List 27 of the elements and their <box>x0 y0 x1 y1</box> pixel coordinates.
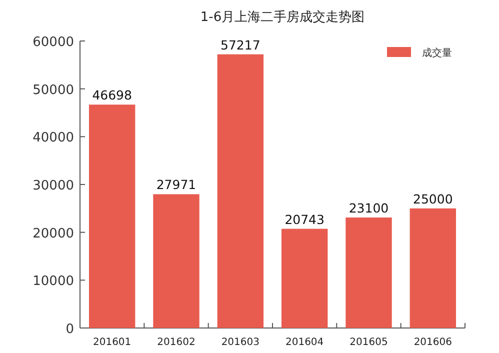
data-label: 25000 <box>413 191 453 206</box>
data-label: 23100 <box>348 200 389 216</box>
bar <box>153 194 200 328</box>
bar <box>88 104 136 328</box>
data-label: 27971 <box>156 177 196 192</box>
x-tick-label: 201605 <box>350 337 388 348</box>
data-label: 46698 <box>92 88 132 103</box>
legend-label: 成交量 <box>422 47 452 59</box>
y-tick-label: 50000 <box>32 82 74 98</box>
x-tick-label: 201601 <box>92 337 132 348</box>
data-label: 20743 <box>284 212 324 227</box>
bar <box>217 54 264 328</box>
x-tick-label: 201604 <box>285 337 324 348</box>
x-tick-label: 201603 <box>221 337 260 348</box>
y-tick-label: 20000 <box>32 226 74 242</box>
chart-title: 1-6月上海二手房成交走势图 <box>200 9 365 25</box>
data-label: 57217 <box>220 37 260 52</box>
bar <box>346 218 392 328</box>
y-tick-label: 10000 <box>32 274 74 290</box>
y-tick-label: 60000 <box>32 35 74 50</box>
bar <box>281 228 328 328</box>
x-tick-label: 201602 <box>157 337 196 348</box>
y-tick-label: 40000 <box>32 130 74 146</box>
x-tick-label: 201606 <box>414 337 452 348</box>
bar <box>410 208 456 328</box>
y-tick-label: 0 <box>66 322 74 337</box>
y-tick-label: 30000 <box>32 178 74 194</box>
